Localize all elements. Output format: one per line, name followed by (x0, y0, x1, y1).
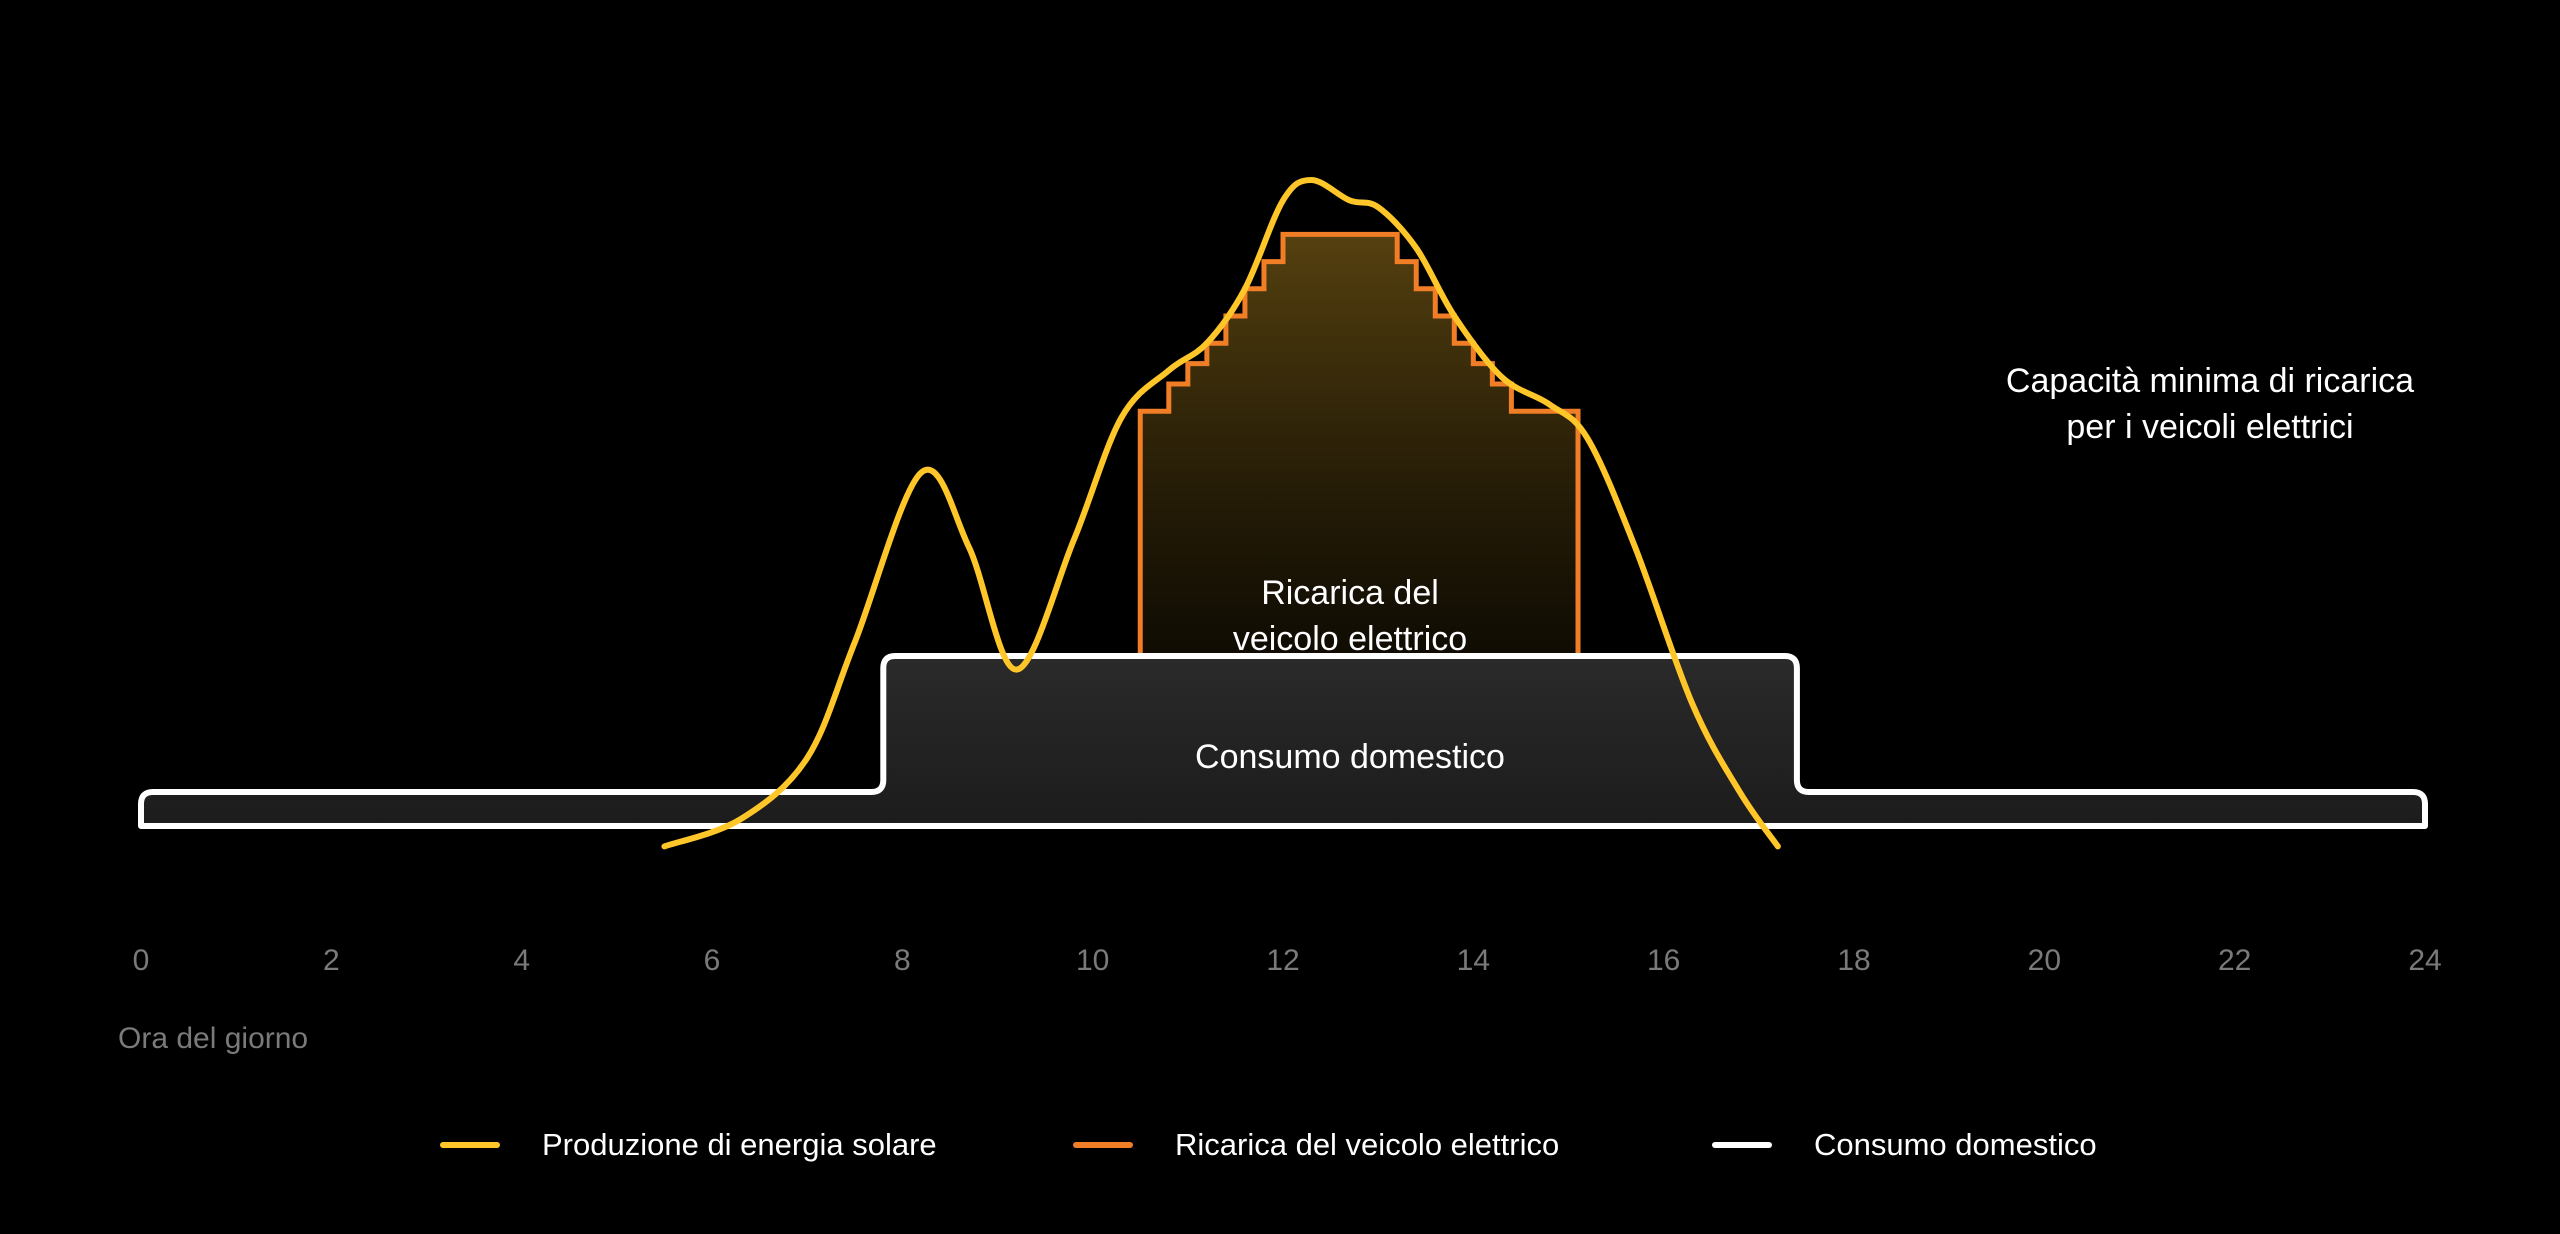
legend-item-solar: Produzione di energia solare (440, 1120, 937, 1170)
threshold-label-line: Capacità minima di ricarica (2005, 362, 2415, 400)
x-tick-label: 16 (1646, 944, 1681, 977)
legend-label-home: Consumo domestico (1814, 1127, 2097, 1162)
legend-swatch-ev (1073, 1142, 1133, 1148)
threshold-label-line: per i veicoli elettrici (2066, 408, 2354, 446)
x-tick-label: 12 (1266, 944, 1300, 977)
x-tick-label: 18 (1837, 944, 1871, 977)
x-tick-label: 0 (132, 944, 150, 977)
x-tick-label: 22 (2217, 944, 2252, 977)
legend-swatch-solar (440, 1142, 500, 1148)
x-tick-label: 4 (513, 944, 530, 977)
x-tick-label: 20 (2027, 944, 2062, 977)
ev-charging-area-label: Ricarica del veicolo elettrico (1130, 570, 1570, 662)
x-tick-label: 6 (703, 944, 721, 977)
x-tick-label: 2 (322, 944, 340, 977)
legend-label-ev: Ricarica del veicolo elettrico (1175, 1127, 1560, 1162)
x-tick-label: 14 (1456, 944, 1491, 977)
x-tick-label: 8 (893, 944, 911, 977)
legend: Produzione di energia solare Ricarica de… (0, 1120, 2560, 1170)
legend-label-solar: Produzione di energia solare (542, 1127, 937, 1162)
legend-item-ev: Ricarica del veicolo elettrico (1073, 1120, 1559, 1170)
ev-label-line: veicolo elettrico (1232, 620, 1468, 658)
home-consumption-area-label: Consumo domestico (1195, 738, 1505, 776)
ev-label-line: Ricarica del (1261, 574, 1439, 612)
legend-swatch-home (1712, 1142, 1772, 1148)
home-consumption-area (138, 653, 2428, 829)
x-axis-label: Ora del giorno (118, 1022, 309, 1055)
x-tick-label: 10 (1075, 944, 1110, 977)
solar-production-line (661, 176, 1781, 850)
x-tick-label: 24 (2408, 944, 2442, 977)
legend-item-home: Consumo domestico (1712, 1120, 2097, 1170)
threshold-label: Capacità minima di ricarica per i veicol… (1930, 358, 2490, 450)
ev-charging-area (1140, 234, 1579, 656)
ev-charging-line (1137, 231, 1581, 656)
